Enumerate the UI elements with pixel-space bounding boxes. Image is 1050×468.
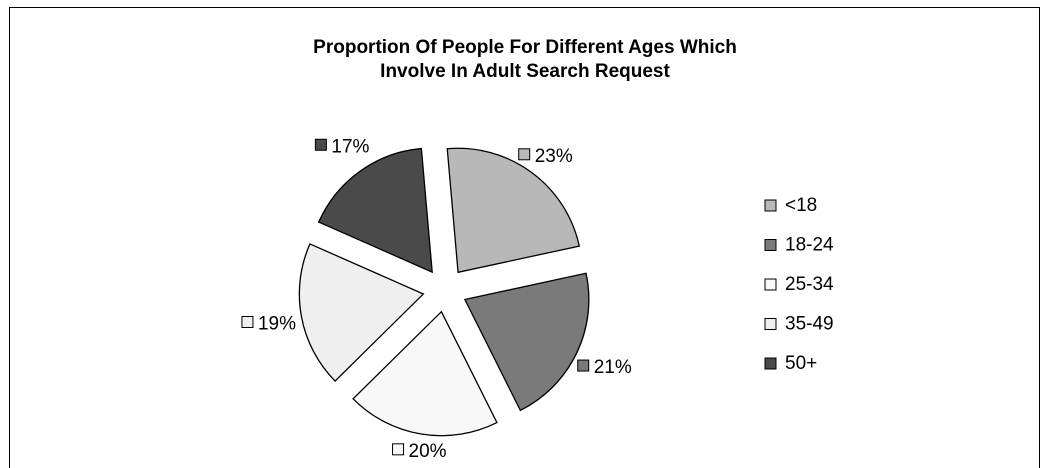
data-label-swatch-18-24 [577, 359, 590, 372]
data-labels: 23% 21% 20% 19% 17% [241, 136, 632, 462]
data-label-35-49: 19% [241, 313, 296, 334]
legend-label-25-34: 25-34 [785, 274, 834, 295]
data-label-swatch-25-34 [392, 443, 405, 456]
pie-slice-50-plus [317, 147, 433, 274]
data-label-text-under-18: 23% [535, 146, 573, 167]
legend: <18 18-24 25-34 35-49 50+ [764, 195, 834, 374]
data-label-swatch-50-plus [314, 138, 327, 151]
data-label-under-18: 23% [518, 146, 573, 167]
legend-label-18-24: 18-24 [785, 235, 834, 256]
chart-title: Proportion Of People For Different Ages … [0, 36, 1050, 84]
data-label-text-25-34: 20% [409, 441, 447, 462]
legend-label-35-49: 35-49 [785, 314, 834, 335]
chart-title-line-1: Proportion Of People For Different Ages … [313, 37, 737, 58]
data-label-18-24: 21% [577, 357, 632, 378]
legend-swatch-18-24 [764, 239, 777, 251]
data-label-text-50-plus: 17% [331, 136, 369, 157]
pie-slice-18-24 [463, 272, 590, 412]
data-label-swatch-under-18 [518, 148, 531, 161]
pie-slice-35-49 [298, 243, 425, 382]
legend-label-under-18: <18 [785, 195, 817, 216]
legend-swatch-35-49 [764, 318, 777, 330]
legend-label-50-plus: 50+ [785, 353, 817, 374]
legend-item-18-24: 18-24 [764, 235, 834, 256]
legend-swatch-25-34 [764, 278, 777, 291]
data-label-50-plus: 17% [314, 136, 370, 157]
legend-swatch-under-18 [764, 199, 777, 212]
legend-item-under-18: <18 [764, 195, 817, 216]
pie-slice-under-18 [446, 147, 581, 274]
data-label-swatch-35-49 [241, 315, 254, 328]
data-label-text-35-49: 19% [258, 313, 296, 334]
legend-item-50-plus: 50+ [764, 353, 817, 374]
data-label-25-34: 20% [392, 441, 447, 462]
chart-frame [9, 7, 1040, 468]
legend-swatch-50-plus [764, 357, 777, 370]
pie-slices [298, 147, 590, 437]
data-label-text-18-24: 21% [594, 357, 632, 378]
chart-title-line-2: Involve In Adult Search Request [380, 61, 670, 82]
legend-item-25-34: 25-34 [764, 274, 834, 295]
pie-slice-25-34 [352, 310, 498, 437]
legend-item-35-49: 35-49 [764, 314, 834, 335]
